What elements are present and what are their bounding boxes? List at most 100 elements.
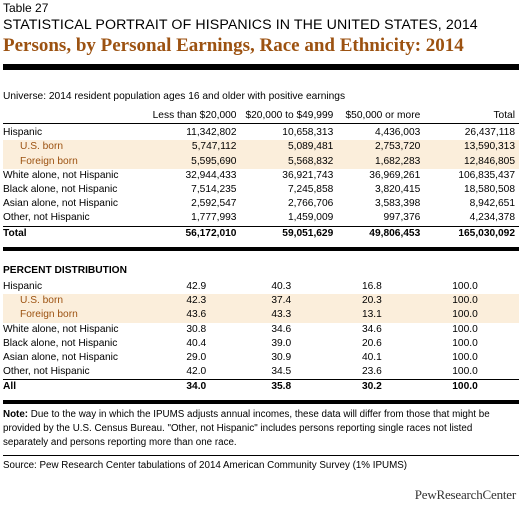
cell: 3,820,415 — [374, 184, 421, 196]
cell: 23.6 — [328, 365, 416, 381]
cell: 42.9 — [186, 281, 207, 292]
cell: 18,580,508 — [464, 184, 515, 196]
cell: 29.0 — [186, 352, 207, 364]
row-label: U.S. born — [3, 140, 153, 155]
row-label: Other, not Hispanic — [3, 211, 153, 227]
cell: 34.0 — [186, 381, 207, 393]
cell: 42.0 — [158, 365, 234, 381]
cell: 2,753,720 — [333, 140, 421, 155]
row-label: Asian alone, not Hispanic — [3, 352, 118, 364]
table-row: Hispanic 42.9 40.3 16.8 100.0 — [3, 280, 519, 294]
cell: 39.0 — [271, 337, 292, 349]
cell: 7,245,858 — [287, 184, 334, 196]
row-label: Black alone, not Hispanic — [3, 184, 118, 196]
footer-rule — [3, 400, 519, 404]
cell: 16.8 — [361, 281, 382, 292]
cell: 30.9 — [271, 352, 292, 364]
section-rule — [3, 247, 519, 251]
cell: 997,376 — [333, 211, 421, 227]
cell: 1,682,283 — [333, 154, 421, 169]
cell: 30.8 — [186, 323, 207, 335]
cell: 100.0 — [452, 323, 478, 335]
column-header: Total — [493, 110, 515, 121]
cell: 106,835,437 — [458, 169, 515, 181]
column-header: $50,000 or more — [345, 110, 421, 121]
page-title: STATISTICAL PORTRAIT OF HISPANICS IN THE… — [3, 17, 478, 33]
cell: 13.1 — [328, 308, 416, 323]
row-label: Asian alone, not Hispanic — [3, 198, 118, 210]
cell: 49,806,453 — [369, 227, 421, 239]
cell: 5,747,112 — [152, 140, 237, 155]
cell: 30.2 — [361, 381, 382, 393]
table-row: U.S. born 42.3 37.4 20.3 100.0 — [3, 294, 519, 309]
row-label: Foreign born — [3, 154, 153, 169]
cell: 100.0 — [452, 352, 478, 364]
note-label: Note: — [3, 409, 29, 420]
row-label: Total — [3, 227, 27, 239]
table-row: Hispanic 11,342,802 10,658,313 4,436,003… — [3, 126, 519, 140]
row-label: White alone, not Hispanic — [3, 323, 119, 335]
source-rule — [3, 455, 519, 456]
column-header-row: Less than $20,000 $20,000 to $49,999 $50… — [3, 109, 519, 124]
cell: 13,590,313 — [420, 140, 519, 155]
cell: 35.8 — [271, 381, 292, 393]
cell: 20.3 — [328, 294, 416, 309]
row-label: Other, not Hispanic — [3, 365, 159, 381]
cell: 34.5 — [233, 365, 329, 381]
percent-table: Hispanic 42.9 40.3 16.8 100.0 U.S. born … — [3, 280, 519, 395]
cell: 5,089,481 — [236, 140, 334, 155]
total-row: Total 56,172,010 59,051,629 49,806,453 1… — [3, 226, 519, 241]
row-label: Black alone, not Hispanic — [3, 337, 118, 349]
cell: 26,437,118 — [464, 127, 515, 139]
cell: 3,583,398 — [374, 198, 421, 210]
cell: 100.0 — [415, 308, 519, 323]
cell: 1,777,993 — [152, 211, 237, 227]
source-note: Source: Pew Research Center tabulations … — [3, 460, 408, 471]
title-rule — [3, 64, 519, 70]
cell: 40.3 — [271, 281, 292, 292]
table-row: Asian alone, not Hispanic 29.0 30.9 40.1… — [3, 351, 519, 365]
cell: 100.0 — [452, 381, 478, 393]
table-row: Foreign born 43.6 43.3 13.1 100.0 — [3, 308, 519, 323]
total-row: All 34.0 35.8 30.2 100.0 — [3, 380, 519, 395]
column-header-label — [3, 109, 153, 124]
cell: 100.0 — [452, 281, 478, 292]
cell: 34.6 — [361, 323, 382, 335]
cell: 10,658,313 — [282, 127, 334, 139]
table-row: White alone, not Hispanic 32,944,433 36,… — [3, 169, 519, 183]
cell: 56,172,010 — [185, 227, 237, 239]
cell: 11,342,802 — [186, 127, 237, 139]
table-row: Other, not Hispanic 42.0 34.5 23.6 100.0 — [3, 365, 519, 381]
cell: 2,592,547 — [191, 198, 237, 210]
column-header: $20,000 to $49,999 — [245, 110, 334, 121]
counts-table: Less than $20,000 $20,000 to $49,999 $50… — [3, 109, 519, 241]
row-label: Hispanic — [3, 127, 43, 139]
cell: 8,942,651 — [469, 198, 515, 210]
cell: 5,595,690 — [152, 154, 237, 169]
column-header: Less than $20,000 — [152, 110, 237, 121]
cell: 100.0 — [452, 337, 478, 349]
row-label: All — [3, 381, 17, 393]
cell: 4,234,378 — [420, 211, 519, 227]
cell: 34.6 — [271, 323, 292, 335]
cell: 7,514,235 — [191, 184, 237, 196]
cell: 4,436,003 — [374, 127, 421, 139]
table-row: White alone, not Hispanic 30.8 34.6 34.6… — [3, 323, 519, 337]
cell: 12,846,805 — [420, 154, 519, 169]
row-label: U.S. born — [3, 294, 159, 309]
table-row: Black alone, not Hispanic 40.4 39.0 20.6… — [3, 337, 519, 351]
cell: 100.0 — [415, 365, 519, 381]
section-header: PERCENT DISTRIBUTION — [3, 265, 127, 276]
cell: 59,051,629 — [282, 227, 334, 239]
cell: 40.1 — [361, 352, 382, 364]
cell: 43.3 — [233, 308, 329, 323]
row-label: Foreign born — [3, 308, 159, 323]
cell: 43.6 — [158, 308, 234, 323]
table-row: U.S. born 5,747,112 5,089,481 2,753,720 … — [3, 140, 519, 155]
footnote: Note: Due to the way in which the IPUMS … — [3, 408, 515, 451]
row-label: Hispanic — [3, 281, 43, 292]
table-subtitle: Persons, by Personal Earnings, Race and … — [3, 35, 464, 56]
cell: 1,459,009 — [236, 211, 334, 227]
cell: 32,944,433 — [185, 169, 237, 181]
